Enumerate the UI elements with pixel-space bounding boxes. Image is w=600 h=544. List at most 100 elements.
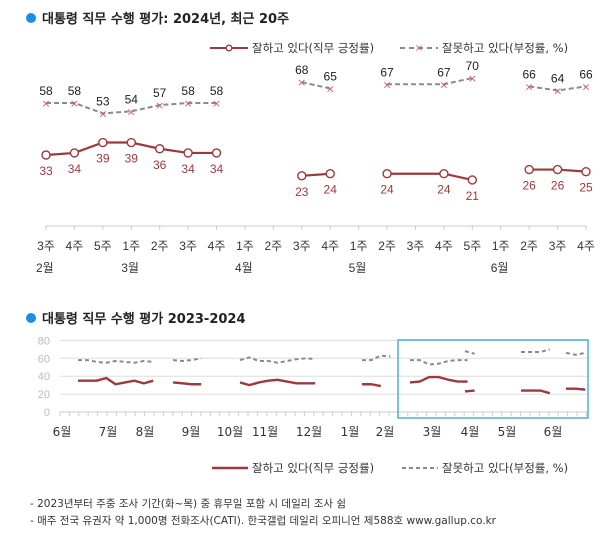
negative-point: × — [382, 78, 391, 91]
title-text: 대통령 직무 수행 평가 2023-2024 — [42, 312, 246, 327]
negative-point: × — [439, 78, 448, 91]
x-month-label: 6월 — [53, 425, 72, 439]
positive-data-label: 34 — [68, 162, 82, 176]
positive-series-segment — [362, 383, 382, 388]
positive-data-label: 24 — [380, 183, 394, 197]
footnotes: - 2023년부터 주중 조사 기간(화~목) 중 휴무일 포함 시 데일리 조… — [30, 496, 496, 530]
x-tick-label: 5주 — [463, 239, 481, 253]
x-tick-label: 2주 — [151, 239, 169, 253]
positive-point — [297, 171, 307, 181]
title-text: 대통령 직무 수행 평가: 2024년, 최근 20주 — [42, 12, 290, 27]
x-month-label: 7월 — [99, 425, 118, 439]
footnote-1: - 2023년부터 주중 조사 기간(화~목) 중 휴무일 포함 시 데일리 조… — [30, 498, 347, 510]
x-tick-label: 4주 — [577, 239, 595, 253]
negative-series-line — [387, 77, 473, 86]
x-tick-label: 3주 — [293, 239, 311, 253]
x-tick-label: 3주 — [407, 239, 425, 253]
bullet-dot-icon — [26, 312, 36, 323]
negative-data-label: 57 — [153, 86, 167, 100]
x-month-label: 9월 — [182, 425, 201, 439]
positive-data-label: 39 — [96, 152, 110, 166]
positive-point — [467, 175, 478, 185]
positive-series-segment — [409, 375, 468, 384]
y-tick-label: 20 — [38, 389, 50, 401]
x-tick-label: 2주 — [378, 239, 396, 253]
x-tick-label: 1주 — [122, 239, 140, 253]
x-month-label: 12월 — [296, 425, 322, 439]
positive-point — [325, 169, 335, 179]
positive-point — [581, 166, 591, 177]
x-tick-label: 4주 — [435, 239, 453, 253]
negative-point: × — [98, 107, 107, 120]
positive-data-label: 24 — [324, 183, 338, 197]
positive-point — [154, 144, 165, 154]
positive-point — [41, 150, 51, 160]
positive-series-line — [301, 172, 331, 177]
positive-point — [126, 137, 136, 148]
positive-point — [382, 169, 392, 179]
negative-data-label: 67 — [380, 65, 394, 79]
negative-data-label: 58 — [39, 84, 53, 98]
negative-series-segment — [239, 356, 316, 364]
chart-title-top: 대통령 직무 수행 평가: 2024년, 최근 20주 — [26, 8, 289, 27]
footnote-2: - 매주 전국 유권자 약 1,000명 전화조사(CATI). 한국갤럽 데일… — [30, 515, 496, 527]
negative-series-segment — [362, 354, 391, 362]
negative-point: × — [70, 97, 79, 110]
negative-data-label: 58 — [210, 84, 224, 98]
x-month-label: 11월 — [252, 425, 278, 439]
positive-data-label: 34 — [210, 162, 224, 176]
negative-series-line — [301, 81, 331, 90]
negative-series-line — [529, 85, 587, 92]
legend-negative-label: 잘못하고 있다(부정률, %) — [442, 461, 568, 475]
positive-data-label: 25 — [579, 181, 593, 195]
x-tick-label: 4주 — [66, 239, 84, 253]
positive-point — [69, 148, 80, 158]
positive-data-label: 26 — [551, 179, 565, 193]
negative-data-label: 53 — [96, 94, 110, 108]
positive-series-segment — [566, 387, 586, 391]
top-chart: 잘하고 있다(직무 긍정률) × 잘못하고 있다(부정률, %) × × × × × × ×… — [36, 41, 595, 275]
positive-point — [183, 148, 193, 158]
negative-point: × — [127, 105, 136, 118]
y-tick-label: 60 — [38, 353, 50, 365]
month-label: 3월 — [121, 261, 139, 275]
negative-data-label: 68 — [295, 63, 309, 77]
negative-point: × — [581, 80, 590, 93]
legend-top: 잘하고 있다(직무 긍정률) × 잘못하고 있다(부정률, %) — [210, 41, 568, 55]
negative-data-label: 58 — [181, 84, 195, 98]
positive-series-segment — [521, 389, 551, 395]
negative-point: × — [155, 99, 164, 112]
positive-data-label: 34 — [181, 162, 195, 176]
bullet-dot-icon — [26, 12, 36, 23]
positive-point — [439, 169, 449, 179]
legend-positive-marker-icon — [225, 44, 233, 52]
negative-data-label: 70 — [466, 59, 480, 73]
negative-point: × — [525, 80, 534, 93]
month-label: 6월 — [491, 261, 509, 275]
negative-series-segment — [78, 359, 154, 364]
x-month-label: 8월 — [136, 425, 155, 439]
x-month-label: 2월 — [376, 425, 395, 439]
positive-data-label: 26 — [522, 179, 536, 193]
negative-point: × — [41, 97, 50, 110]
negative-point: × — [212, 97, 221, 110]
positive-data-label: 36 — [153, 158, 167, 172]
negative-point: × — [553, 85, 562, 98]
negative-series-segment — [172, 357, 202, 362]
negative-point: × — [297, 76, 306, 89]
negative-series-line — [46, 102, 217, 115]
positive-data-label: 21 — [466, 189, 480, 203]
x-tick-label: 4주 — [321, 239, 339, 253]
highlight-box — [397, 339, 589, 419]
negative-series-segment — [565, 351, 586, 356]
positive-series-segment — [172, 381, 202, 386]
negative-series-segment — [464, 350, 475, 355]
x-month-label: 4월 — [461, 425, 480, 439]
x-month-label: 1월 — [341, 425, 360, 439]
negative-data-label: 65 — [324, 69, 338, 83]
x-tick-label: 3주 — [549, 239, 567, 253]
negative-series-segment — [410, 359, 468, 366]
positive-data-label: 23 — [295, 185, 309, 199]
y-tick-label: 40 — [38, 371, 50, 383]
